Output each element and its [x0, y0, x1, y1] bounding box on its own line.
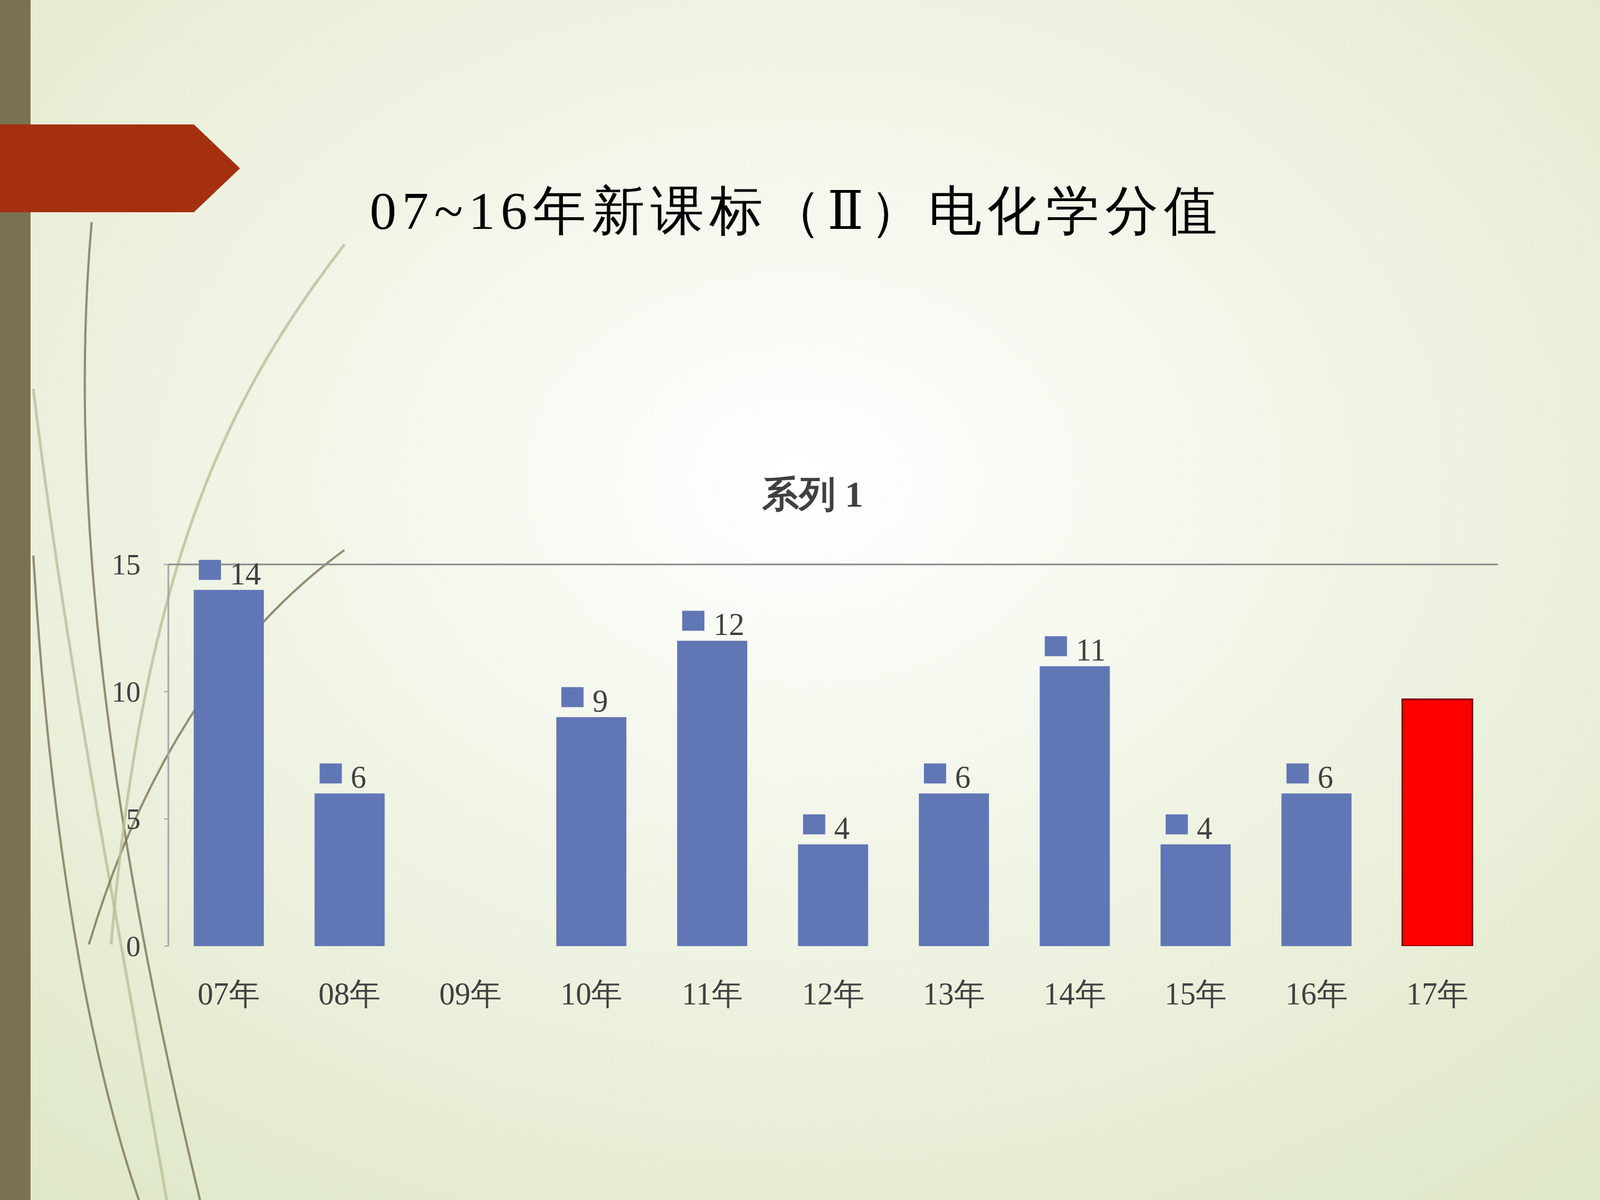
data-label: 6 — [955, 760, 971, 795]
label-key — [561, 687, 584, 708]
x-tick-label: 16年 — [1285, 976, 1348, 1012]
x-tick-label: 14年 — [1043, 976, 1107, 1012]
title-arrow — [0, 124, 240, 213]
x-tick-label: 09年 — [439, 976, 502, 1012]
background — [0, 0, 1600, 1200]
label-key — [923, 763, 947, 784]
y-tick-label: 10 — [111, 676, 141, 708]
bar — [314, 793, 385, 947]
x-tick-label: 12年 — [802, 976, 865, 1012]
x-tick-label: 08年 — [318, 976, 381, 1012]
x-tick-label: 15年 — [1164, 976, 1227, 1012]
bar — [677, 640, 748, 947]
bar — [1040, 666, 1110, 947]
data-label: 4 — [834, 811, 850, 846]
label-key — [198, 560, 222, 580]
bar — [1281, 793, 1352, 947]
slide-title: 07~16年新课标（Ⅱ）电化学分值 — [369, 181, 1223, 241]
chart-title: 系列 1 — [761, 473, 864, 515]
y-tick-label: 5 — [126, 803, 141, 835]
y-tick-label: 0 — [126, 930, 141, 963]
y-tick — [163, 945, 169, 947]
y-axis-line — [167, 564, 170, 947]
label-key — [319, 763, 342, 784]
y-tick — [163, 691, 169, 693]
bar — [556, 717, 627, 947]
y-tick-label: 15 — [111, 548, 141, 581]
data-label: 12 — [713, 607, 745, 642]
label-key — [803, 814, 826, 835]
decor-curve — [33, 555, 139, 1200]
x-tick-label: 13年 — [922, 976, 985, 1012]
label-key — [1286, 763, 1309, 784]
bar — [1402, 699, 1473, 947]
bar — [918, 793, 989, 947]
data-label: 9 — [592, 683, 608, 719]
data-label: 11 — [1076, 632, 1107, 668]
label-key — [1165, 814, 1188, 835]
label-key — [682, 610, 705, 631]
data-label: 6 — [1317, 760, 1334, 795]
x-tick-label: 17年 — [1406, 976, 1469, 1012]
data-label: 4 — [1196, 811, 1213, 846]
x-tick-label: 11年 — [681, 976, 743, 1012]
data-label: 14 — [230, 556, 262, 592]
bar — [1160, 844, 1231, 947]
x-tick-label: 10年 — [560, 976, 623, 1012]
plot-top-line — [168, 563, 1498, 566]
label-key — [1045, 636, 1068, 657]
x-tick-label: 07年 — [197, 976, 260, 1012]
y-tick — [163, 818, 169, 820]
bar — [193, 590, 264, 947]
bar — [797, 844, 868, 947]
bars — [193, 590, 1473, 947]
y-tick — [163, 563, 169, 565]
data-label: 6 — [350, 760, 367, 795]
